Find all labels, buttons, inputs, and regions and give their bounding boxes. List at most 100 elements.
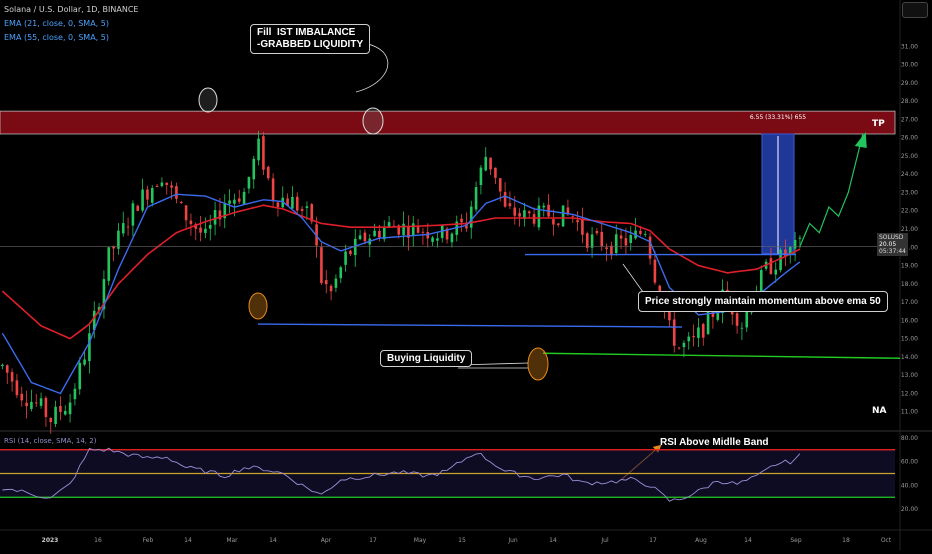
rsi-y-tick-label: 20.00 — [901, 506, 918, 513]
y-tick-label: 19.00 — [901, 263, 918, 270]
candle-body — [774, 269, 778, 275]
candle-body — [92, 310, 96, 331]
candle-body — [701, 323, 705, 338]
liquidity-circle — [198, 87, 218, 113]
na-label: NA — [872, 406, 887, 416]
y-tick-label: 22.00 — [901, 208, 918, 215]
y-tick-label: 26.00 — [901, 135, 918, 142]
candle-body — [136, 205, 140, 211]
candle-body — [556, 223, 560, 226]
candle-body — [779, 249, 782, 271]
candle-body — [561, 205, 565, 227]
candle-body — [571, 216, 575, 218]
chart-title: Solana / U.S. Dollar, 1D, BINANCE — [4, 5, 139, 14]
candle-body — [131, 203, 135, 226]
candle-body — [513, 207, 517, 216]
rsi-line — [2, 447, 801, 502]
low-circle — [248, 292, 268, 320]
candle-body — [687, 336, 691, 342]
candle-body — [793, 239, 797, 249]
candle-body — [373, 230, 376, 237]
price-ticker: SOLUSD 20.05 05:37:44 — [877, 233, 908, 256]
ema-slow-legend: EMA (55, close, 0, SMA, 5) — [4, 33, 109, 42]
candle-body — [639, 230, 642, 234]
candle-body — [605, 247, 608, 250]
x-tick-label: Jun — [507, 537, 518, 544]
candle-body — [15, 380, 19, 396]
candle-body — [624, 238, 628, 246]
candle-body — [170, 185, 173, 188]
candle-body — [59, 405, 62, 412]
y-tick-label: 20.00 — [901, 244, 918, 251]
y-tick-label: 12.00 — [901, 390, 918, 397]
candle-body — [175, 186, 178, 199]
y-tick-label: 16.00 — [901, 317, 918, 324]
x-tick-label: 15 — [458, 537, 466, 544]
candle-body — [68, 402, 72, 415]
x-tick-label: 18 — [842, 537, 850, 544]
candle-body — [407, 226, 410, 238]
candle-body — [271, 178, 275, 202]
x-tick-label: 14 — [549, 537, 557, 544]
imbalance-annotation: Fill IST IMBALANCE -GRABBED LIQUIDITY — [250, 24, 371, 54]
candle-body — [5, 365, 9, 373]
candle-body — [88, 333, 91, 362]
candle-body — [281, 197, 285, 208]
candle-body — [141, 189, 144, 211]
candle-body — [107, 247, 111, 281]
candle-body — [189, 220, 193, 225]
candle-body — [653, 259, 657, 283]
y-tick-label: 30.00 — [901, 62, 918, 69]
momentum-annotation: Price strongly maintain momentum above e… — [638, 291, 888, 312]
rsi-y-tick-label: 60.00 — [901, 459, 918, 466]
candle-body — [498, 178, 502, 192]
candle-body — [305, 206, 309, 209]
candle-body — [784, 249, 787, 257]
candle-body — [532, 214, 536, 224]
projection-path — [799, 133, 864, 247]
x-tick-label: 2023 — [42, 537, 59, 544]
candle-body — [788, 247, 792, 255]
candle-body — [223, 203, 227, 219]
x-tick-label: Mar — [226, 537, 238, 544]
candle-body — [740, 327, 744, 329]
x-tick-label: Aug — [695, 537, 707, 544]
low-circle — [527, 347, 549, 381]
candle-body — [378, 230, 381, 238]
candle-body — [199, 227, 202, 233]
candle-body — [78, 362, 82, 390]
y-tick-label: 31.00 — [901, 43, 918, 50]
candle-body — [63, 410, 67, 415]
chart-settings-button[interactable] — [902, 2, 928, 18]
candle-body — [334, 278, 338, 288]
candle-body — [397, 225, 401, 235]
candle-body — [39, 398, 43, 406]
x-tick-label: Oct — [881, 537, 892, 544]
y-tick-label: 25.00 — [901, 153, 918, 160]
candle-body — [503, 191, 507, 207]
candle-body — [252, 158, 256, 180]
candle-body — [218, 210, 222, 220]
candle-body — [117, 230, 120, 249]
candle-body — [353, 238, 357, 256]
candle-body — [34, 402, 38, 404]
candle-body — [581, 218, 584, 235]
y-tick-label: 28.00 — [901, 98, 918, 105]
candle-body — [262, 136, 265, 170]
candle-body — [184, 205, 188, 221]
y-tick-label: 17.00 — [901, 299, 918, 306]
candle-body — [682, 342, 686, 348]
candle-body — [585, 233, 589, 248]
candle-body — [291, 196, 294, 209]
candle-body — [523, 210, 526, 219]
candle-body — [339, 267, 343, 279]
x-tick-label: Sep — [790, 537, 802, 544]
candle-body — [1, 364, 4, 367]
candle-body — [10, 372, 14, 382]
candle-body — [204, 228, 207, 233]
candle-body — [44, 397, 48, 417]
candle-body — [677, 347, 681, 349]
candle-body — [358, 235, 362, 240]
